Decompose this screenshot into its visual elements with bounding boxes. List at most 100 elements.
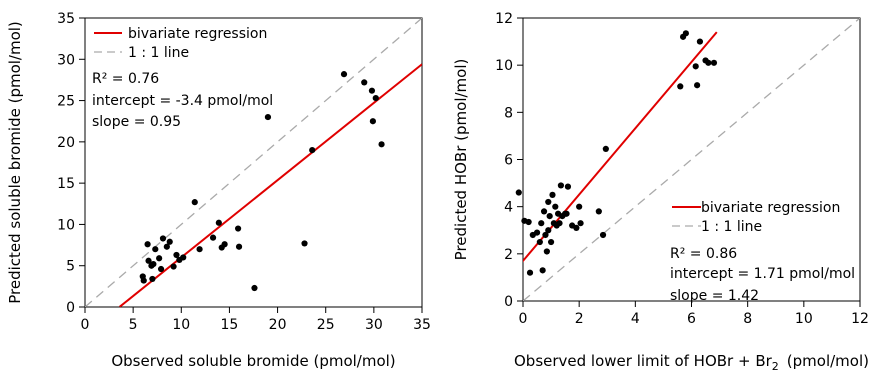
data-point: [538, 220, 545, 227]
right-panel: 0 2 4 6 8 10 12 0 2 4 6 8 10 12 Observed lower limit o…: [452, 11, 869, 373]
data-point: [372, 94, 379, 102]
data-point: [564, 183, 572, 190]
data-point: [557, 182, 565, 189]
y-tick-label: 6: [504, 153, 513, 169]
x-tick-label: 20: [269, 317, 287, 333]
data-point: [543, 248, 550, 255]
data-point: [145, 257, 152, 264]
x-tick-label: 2: [575, 311, 584, 327]
y-tick-label: 4: [504, 200, 513, 216]
data-point: [545, 198, 552, 206]
data-point: [251, 284, 258, 292]
data-point: [196, 246, 203, 253]
data-point: [539, 267, 546, 274]
data-point: [549, 191, 556, 198]
data-point: [309, 147, 316, 154]
data-point: [156, 255, 163, 262]
left-panel: 0 5 10 15 20 25 30 35 0 5 10 15 20 25 30 35 Observed sol…: [6, 11, 431, 370]
data-point: [149, 275, 156, 283]
data-point: [180, 254, 187, 261]
data-point: [163, 243, 170, 250]
data-point: [526, 269, 534, 276]
data-point: [378, 141, 385, 148]
x-axis-label-unit: (pmol/mol): [787, 352, 869, 370]
x-tick-label: 0: [519, 311, 528, 327]
data-point: [563, 210, 570, 217]
data-point: [264, 113, 272, 121]
data-point: [533, 229, 541, 236]
legend-identity-label: 1 : 1 line: [128, 45, 189, 61]
data-point: [515, 189, 522, 196]
data-point: [369, 118, 376, 125]
data-point: [694, 82, 701, 89]
data-point: [577, 220, 584, 227]
x-tick-label: 30: [365, 317, 383, 333]
identity-line: [85, 18, 422, 307]
y-tick-label: 10: [495, 58, 513, 74]
data-point: [540, 208, 548, 215]
x-axis-label: Observed lower limit of HOBr + Br2 (pmol/…: [514, 352, 869, 372]
x-tick-label: 5: [129, 317, 138, 333]
data-point: [170, 263, 177, 270]
x-tick-label: 10: [795, 311, 813, 327]
data-point: [595, 208, 602, 215]
data-point: [152, 246, 159, 253]
data-point: [221, 241, 228, 248]
data-point: [525, 218, 532, 226]
data-point: [573, 224, 580, 231]
data-point: [159, 235, 167, 242]
y-tick-label: 20: [57, 135, 75, 151]
legend-regression-label: bivariate regression: [701, 200, 840, 216]
identity-line: [523, 18, 860, 301]
y-axis-label: Predicted soluble bromide (pmol/mol): [6, 21, 24, 304]
data-point: [157, 265, 165, 273]
slope-annotation: slope = 1.42: [670, 288, 759, 304]
data-point: [166, 238, 173, 245]
data-point: [692, 63, 699, 70]
y-tick-label: 15: [57, 176, 75, 192]
x-tick-label: 4: [631, 311, 640, 327]
y-tick-label: 0: [66, 300, 75, 316]
data-point: [144, 241, 151, 248]
data-point: [556, 220, 563, 227]
plot-frame: [84, 17, 423, 308]
data-point: [696, 38, 704, 45]
x-axis-label-subscript: 2: [772, 360, 779, 372]
x-axis-label: Observed soluble bromide (pmol/mol): [111, 352, 395, 370]
legend-regression-label: bivariate regression: [128, 26, 267, 42]
y-tick-label: 25: [57, 94, 75, 110]
data-point: [150, 260, 157, 268]
x-tick-label: 0: [81, 317, 90, 333]
y-tick-label: 2: [504, 247, 513, 263]
y-tick-label: 30: [57, 52, 75, 68]
y-tick-label: 12: [495, 11, 513, 27]
data-point: [368, 87, 376, 94]
slope-annotation: slope = 0.95: [92, 114, 181, 130]
data-point: [235, 243, 243, 250]
data-point: [545, 227, 552, 234]
x-tick-label: 6: [687, 311, 696, 327]
data-point: [173, 251, 180, 259]
data-point: [705, 59, 712, 66]
y-tick-label: 8: [504, 105, 513, 121]
data-point: [542, 231, 549, 239]
data-point: [547, 238, 555, 246]
x-tick-label: 15: [221, 317, 239, 333]
data-point: [552, 203, 559, 210]
data-point: [576, 203, 583, 210]
data-point: [599, 231, 607, 239]
data-point: [215, 219, 222, 226]
r-squared-annotation: R² = 0.76: [92, 71, 159, 87]
data-point: [234, 225, 242, 232]
data-point: [209, 234, 217, 241]
y-tick-label: 0: [504, 294, 513, 310]
r-squared-annotation: R² = 0.86: [670, 246, 737, 262]
data-point: [602, 145, 609, 152]
intercept-annotation: intercept = -3.4 pmol/mol: [92, 93, 273, 109]
y-tick-label: 5: [66, 259, 75, 275]
x-tick-label: 25: [317, 317, 335, 333]
data-point: [677, 83, 684, 90]
x-tick-label: 35: [413, 317, 431, 333]
